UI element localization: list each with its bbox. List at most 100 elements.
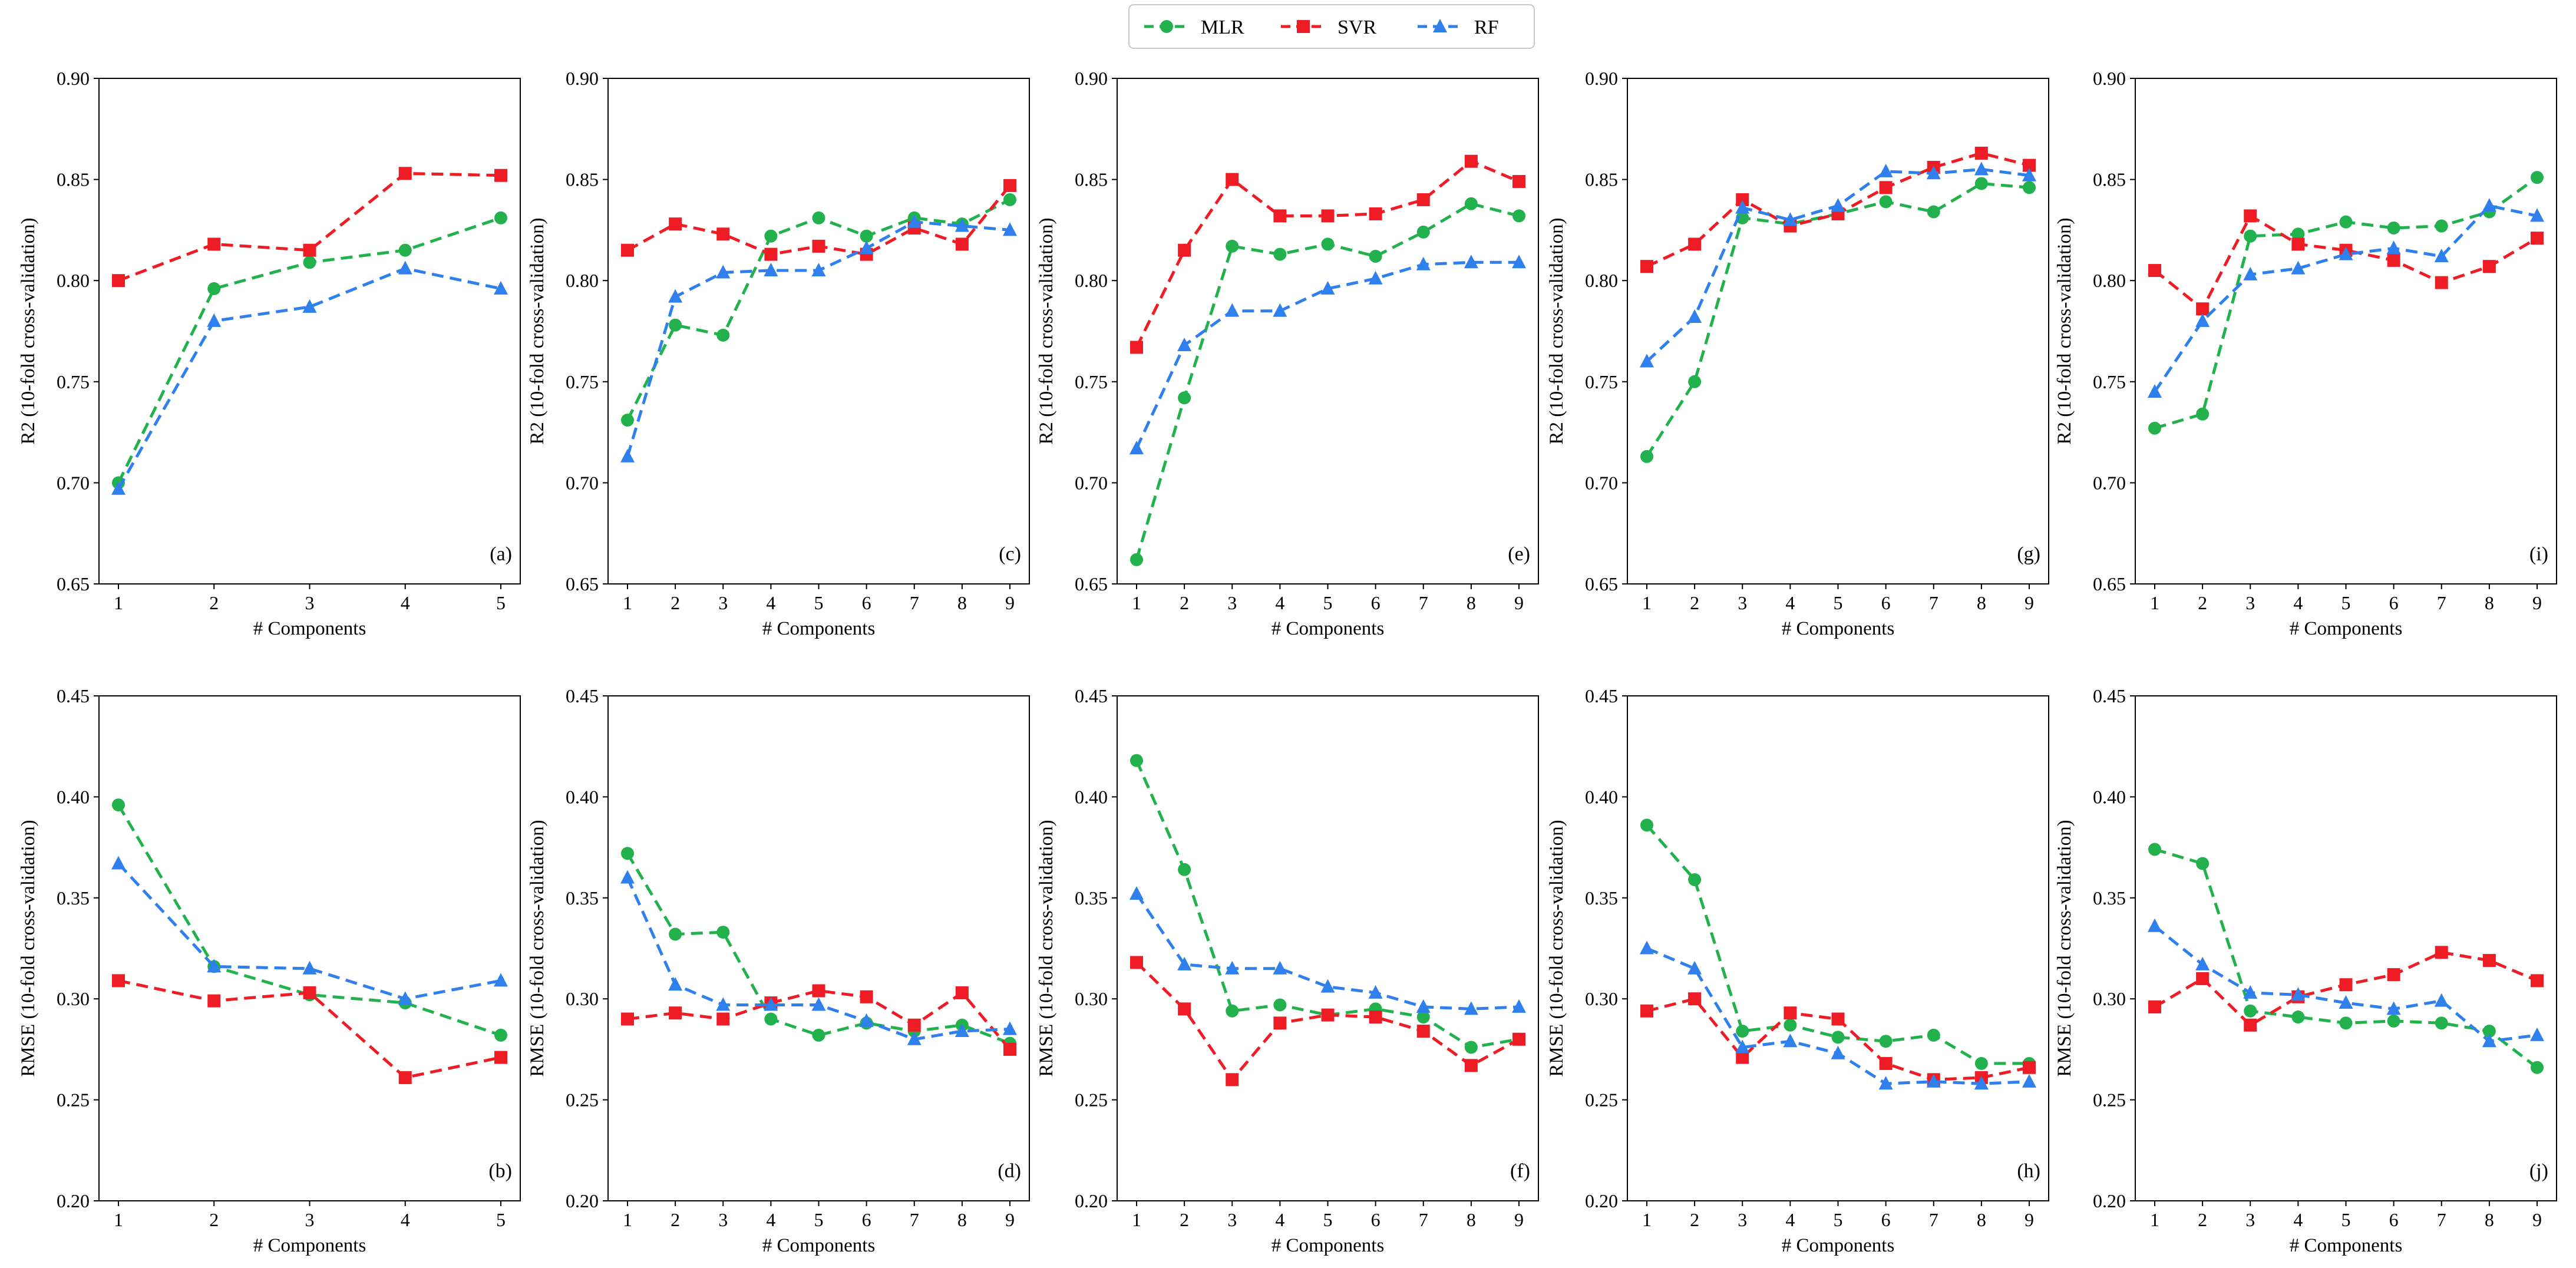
data-point — [1640, 818, 1653, 832]
data-point — [716, 265, 731, 279]
data-point — [2196, 407, 2210, 421]
data-point — [207, 959, 222, 973]
x-tick-label: 5 — [814, 1209, 824, 1230]
x-tick-label: 6 — [1881, 1209, 1891, 1230]
panel-e: 0.65 0.70 0.75 0.80 0.85 0.90 1 2 3 4 5 6 7 8 9 # Compo… — [1036, 68, 1539, 639]
data-point — [1226, 1004, 1239, 1018]
data-point — [207, 313, 222, 327]
data-point — [2243, 266, 2258, 280]
x-tick-label: 5 — [1834, 1209, 1843, 1230]
data-point — [2022, 167, 2036, 181]
data-point — [1512, 175, 1525, 189]
panel-b: 0.20 0.25 0.30 0.35 0.40 0.45 1 2 3 4 5 # Component… — [18, 685, 521, 1256]
series-line — [1135, 893, 1520, 1011]
data-point — [1416, 256, 1431, 270]
x-tick-label: 4 — [1275, 1209, 1284, 1230]
data-point — [112, 974, 125, 988]
data-point — [1226, 1073, 1239, 1087]
x-axis-title: # Components — [1782, 1235, 1895, 1256]
y-axis-title: RMSE (10-fold cross-validation) — [1546, 820, 1567, 1077]
y-tick-label: 0.25 — [57, 1089, 90, 1111]
x-tick-label: 7 — [910, 1209, 919, 1230]
data-point — [955, 218, 969, 232]
panel-label: (h) — [2017, 1160, 2040, 1182]
data-point — [1177, 338, 1192, 352]
x-tick-label: 5 — [496, 1209, 506, 1230]
plot-frame — [1627, 78, 2049, 585]
y-tick-label: 0.45 — [57, 685, 90, 706]
x-tick-label: 7 — [1419, 1209, 1428, 1230]
plot-frame — [607, 695, 1030, 1201]
data-point — [621, 847, 634, 860]
data-point — [1416, 1011, 1430, 1024]
data-point — [1273, 998, 1287, 1012]
panel-label: (e) — [1508, 543, 1530, 565]
data-point — [907, 1031, 922, 1045]
data-point — [716, 227, 730, 241]
data-point — [1321, 209, 1335, 223]
data-point — [811, 263, 826, 277]
data-point — [1178, 391, 1191, 405]
data-point — [2023, 1061, 2036, 1074]
data-point — [1003, 193, 1016, 206]
data-point — [1464, 255, 1478, 269]
data-point — [1640, 450, 1653, 463]
y-tick-label: 0.75 — [566, 371, 599, 392]
y-tick-label: 0.40 — [1075, 786, 1108, 807]
y-tick-label: 0.70 — [566, 472, 599, 493]
x-tick-label: 1 — [1132, 592, 1141, 613]
data-point — [1687, 309, 1702, 323]
data-point — [1368, 270, 1383, 285]
data-point — [2387, 221, 2400, 235]
x-axis-title: # Components — [1272, 618, 1385, 639]
x-tick-label: 9 — [2025, 1209, 2034, 1230]
data-point — [955, 1023, 969, 1038]
series-svr — [2148, 209, 2544, 316]
x-tick-label: 1 — [1132, 1209, 1141, 1230]
data-point — [1831, 1031, 1845, 1044]
x-tick-label: 9 — [1005, 1209, 1015, 1230]
series-line — [117, 267, 501, 490]
data-point — [669, 318, 682, 332]
data-point — [1368, 985, 1383, 999]
series-line — [1135, 160, 1520, 348]
x-tick-label: 4 — [2293, 592, 2303, 613]
legend-label: SVR — [1337, 16, 1376, 38]
y-tick-label: 0.30 — [57, 988, 90, 1009]
data-point — [1736, 1025, 1749, 1038]
data-point — [112, 798, 125, 812]
y-tick-label: 0.35 — [1075, 887, 1108, 909]
data-point — [1879, 195, 1893, 209]
x-tick-label: 2 — [209, 592, 219, 613]
data-point — [1879, 1056, 1893, 1070]
plot-frame — [2135, 78, 2557, 585]
y-axis-title: RMSE (10-fold cross-validation) — [2054, 820, 2075, 1077]
data-point — [2435, 276, 2448, 289]
series-rf — [1640, 161, 2036, 368]
plot-frame — [98, 695, 521, 1201]
data-point — [2339, 995, 2353, 1009]
y-tick-label: 0.35 — [566, 887, 599, 909]
data-point — [1784, 1018, 1797, 1032]
y-tick-label: 0.70 — [1585, 472, 1618, 493]
x-tick-label: 9 — [2532, 592, 2542, 613]
data-point — [2196, 302, 2210, 316]
data-point — [1416, 999, 1431, 1013]
y-axis-title: RMSE (10-fold cross-validation) — [1036, 820, 1057, 1077]
x-tick-label: 3 — [305, 1209, 315, 1230]
data-point — [1130, 886, 1144, 900]
y-tick-label: 0.45 — [2093, 685, 2126, 706]
x-tick-label: 3 — [1227, 592, 1237, 613]
data-point — [1225, 960, 1240, 975]
data-point — [1927, 1028, 1940, 1042]
series-svr — [1130, 154, 1525, 354]
y-tick-label: 0.25 — [1075, 1089, 1108, 1111]
data-point — [1226, 173, 1239, 186]
x-tick-label: 4 — [401, 1209, 410, 1230]
data-point — [764, 997, 778, 1011]
data-point — [1783, 212, 1798, 226]
data-point — [1878, 1076, 1893, 1090]
series-rf — [620, 214, 1017, 463]
series-line — [1135, 760, 1520, 1049]
data-point — [1926, 166, 1941, 180]
